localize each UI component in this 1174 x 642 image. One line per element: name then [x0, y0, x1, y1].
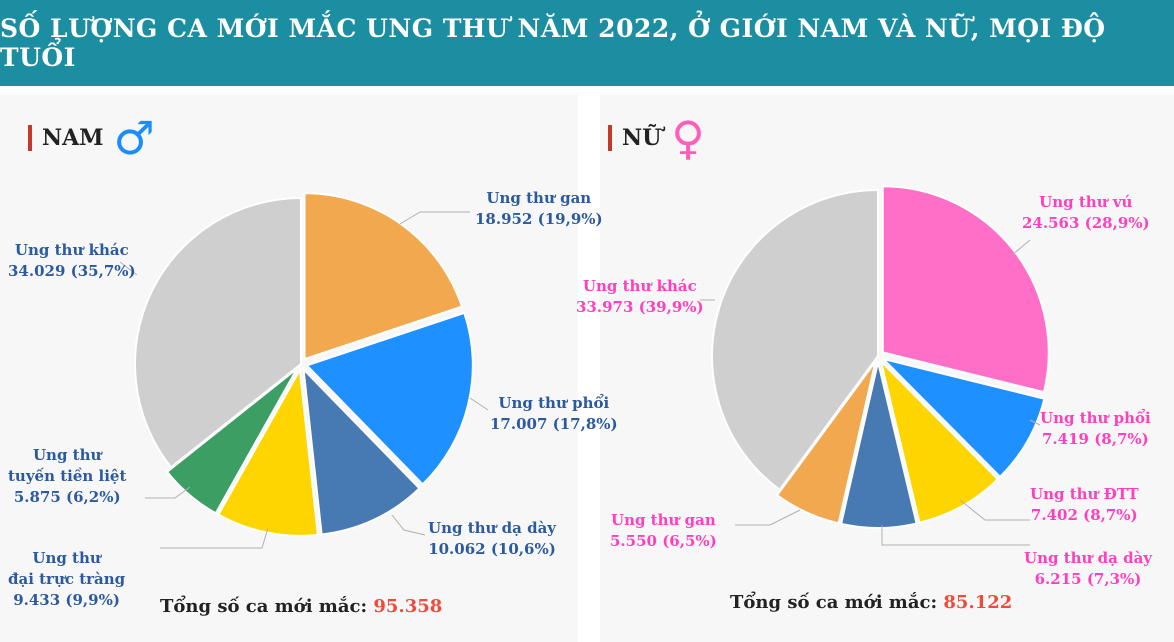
leader-line-tuyen-tien-liet: [145, 486, 191, 499]
slice-label-dai-truc-trang: Ung thư đại trực tràng 9.433 (9,9%): [8, 549, 126, 609]
female-header: NỮ ♀: [608, 111, 705, 165]
total-value: 95.358: [373, 596, 443, 617]
female-symbol-icon: ♀: [671, 111, 705, 165]
slice-label-gan: Ung thư gan 18.952 (19,9%): [475, 189, 603, 228]
slice-label-khac-nu: Ung thư khác 33.973 (39,9%): [576, 277, 704, 316]
leader-line-gan: [399, 211, 470, 225]
pie-slice-khac: [134, 196, 302, 469]
pie-slice-dtt: [879, 358, 1000, 524]
male-label: NAM: [42, 125, 104, 151]
slice-label-vu: Ung thư vú 24.563 (28,9%): [1022, 193, 1150, 232]
slice-label-dtt: Ung thư ĐTT 7.402 (8,7%): [1030, 485, 1139, 524]
total-label: Tổng số ca mới mắc:: [730, 592, 938, 613]
header-accent-bar: [28, 125, 32, 151]
female-total: Tổng số ca mới mắc: 85.122: [730, 592, 1012, 613]
slice-label-phoi: Ung thư phổi 17.007 (17,8%): [490, 394, 618, 433]
female-label: NỮ: [622, 125, 662, 151]
leader-line-khac: [119, 261, 138, 276]
slice-label-phoi-nu: Ung thư phổi 7.419 (8,7%): [1040, 409, 1151, 448]
title-banner: SỐ LƯỢNG CA MỚI MẮC UNG THƯ NĂM 2022, Ở …: [0, 0, 1174, 86]
slice-label-khac: Ung thư khác 34.029 (35,7%): [8, 241, 136, 280]
slice-label-gan-nu: Ung thư gan 5.550 (6,5%): [610, 511, 717, 550]
slice-label-da-day: Ung thư dạ dày 10.062 (10,6%): [428, 519, 557, 558]
pie-slice-gan: [303, 192, 464, 361]
chart-title: SỐ LƯỢNG CA MỚI MẮC UNG THƯ NĂM 2022, Ở …: [0, 14, 1106, 72]
total-value: 85.122: [943, 592, 1013, 613]
slice-label-tuyen-tien-liet: Ung thư tuyến tiền liệt 5.875 (6,2%): [8, 446, 127, 506]
pie-slice-gan: [775, 360, 877, 525]
leader-line-dai-truc-trang: [160, 527, 269, 549]
male-header: NAM ♂: [28, 111, 155, 165]
pie-slice-da-day: [839, 361, 918, 529]
slice-label-da-day-nu: Ung thư dạ dày 6.215 (7,3%): [1024, 549, 1153, 588]
leader-line-phoi: [1029, 419, 1041, 426]
pie-slice-da-day: [302, 366, 421, 536]
leader-line-phoi: [469, 397, 489, 411]
pie-slice-vu: [881, 185, 1050, 394]
leader-line-dtt: [959, 499, 1030, 521]
total-label: Tổng số ca mới mắc:: [160, 596, 368, 617]
leader-line-da-day: [391, 514, 426, 536]
pie-slice-khac: [711, 188, 879, 492]
leader-line-da-day: [881, 525, 1030, 546]
leader-line-vu: [1011, 239, 1031, 256]
female-pie: [700, 185, 1050, 546]
pie-slice-phoi: [305, 311, 474, 486]
header-accent-bar: [608, 125, 612, 151]
male-pie: [119, 192, 489, 549]
leader-line-gan: [735, 509, 801, 526]
pie-slice-phoi: [880, 357, 1046, 479]
male-symbol-icon: ♂: [113, 111, 155, 165]
male-total: Tổng số ca mới mắc: 95.358: [160, 596, 442, 617]
pie-slice-tuyen-tien-liet: [165, 367, 298, 515]
